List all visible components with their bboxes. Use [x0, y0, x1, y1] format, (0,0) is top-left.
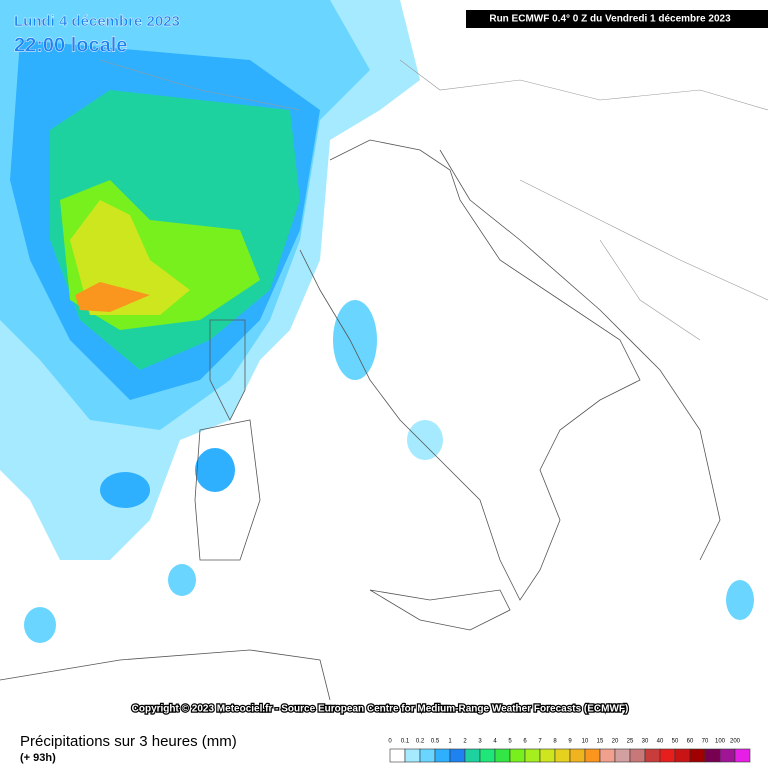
legend-label: 200: [730, 739, 741, 745]
forecast-date: Lundi 4 décembre 2023: [14, 13, 180, 30]
forecast-time: 22:00 locale: [14, 34, 127, 56]
legend-label: 9: [568, 739, 572, 745]
legend-label: 100: [715, 739, 726, 745]
legend-swatch: [569, 748, 586, 763]
run-banner: [466, 10, 768, 28]
legend-label: 15: [597, 739, 604, 745]
legend-swatch: [434, 748, 451, 763]
copyright: Copyright © 2023 Meteociel.fr - Source E…: [132, 704, 629, 715]
legend-swatch: [539, 748, 556, 763]
legend-label: 0.5: [431, 739, 440, 745]
legend-label: 5: [508, 739, 512, 745]
legend-label: 25: [627, 739, 634, 745]
legend-swatch: [449, 748, 466, 763]
legend-swatch: [389, 748, 406, 763]
legend-swatch: [719, 748, 736, 763]
legend: 0 0.1 0.2 0.5 1 2 3 4 5 6 7 8 9 10 15 20 25 30 40 50 60 70 100…: [388, 739, 751, 763]
legend-swatch: [554, 748, 571, 763]
legend-swatch: [659, 748, 676, 763]
legend-label: 50: [672, 739, 679, 745]
legend-label: 0: [388, 739, 392, 745]
coastlines: [0, 59, 768, 701]
legend-swatch: [689, 748, 706, 763]
legend-swatch: [734, 748, 751, 763]
legend-swatch: [674, 748, 691, 763]
legend-label: 30: [642, 739, 649, 745]
legend-swatch: [404, 748, 421, 763]
precipitation: [0, 0, 754, 643]
legend-swatch: [704, 748, 721, 763]
legend-label: 7: [538, 739, 542, 745]
legend-label: 2: [463, 739, 467, 745]
legend-label: 60: [687, 739, 694, 745]
legend-swatch: [614, 748, 631, 763]
legend-label: 70: [702, 739, 709, 745]
legend-swatch: [629, 748, 646, 763]
legend-swatch: [509, 748, 526, 763]
legend-label: 0.1: [401, 739, 410, 745]
legend-label: 40: [657, 739, 664, 745]
legend-swatch: [464, 748, 481, 763]
legend-swatch: [599, 748, 616, 763]
legend-swatch: [419, 748, 436, 763]
legend-label: 1: [448, 739, 452, 745]
legend-swatch: [479, 748, 496, 763]
run-info: Run ECMWF 0.4° 0 Z du Vendredi 1 décembr…: [489, 14, 731, 25]
legend-label: 20: [612, 739, 619, 745]
lead-time: (+ 93h): [20, 752, 56, 764]
legend-swatch: [524, 748, 541, 763]
legend-label: 4: [493, 739, 497, 745]
legend-label: 8: [553, 739, 557, 745]
legend-label: 3: [478, 739, 482, 745]
legend-label: 0.2: [416, 739, 425, 745]
legend-label: 6: [523, 739, 527, 745]
legend-swatch: [494, 748, 511, 763]
legend-label: 10: [582, 739, 589, 745]
legend-swatch: [584, 748, 601, 763]
legend-swatch: [644, 748, 661, 763]
footer-title: Précipitations sur 3 heures (mm): [20, 733, 237, 750]
